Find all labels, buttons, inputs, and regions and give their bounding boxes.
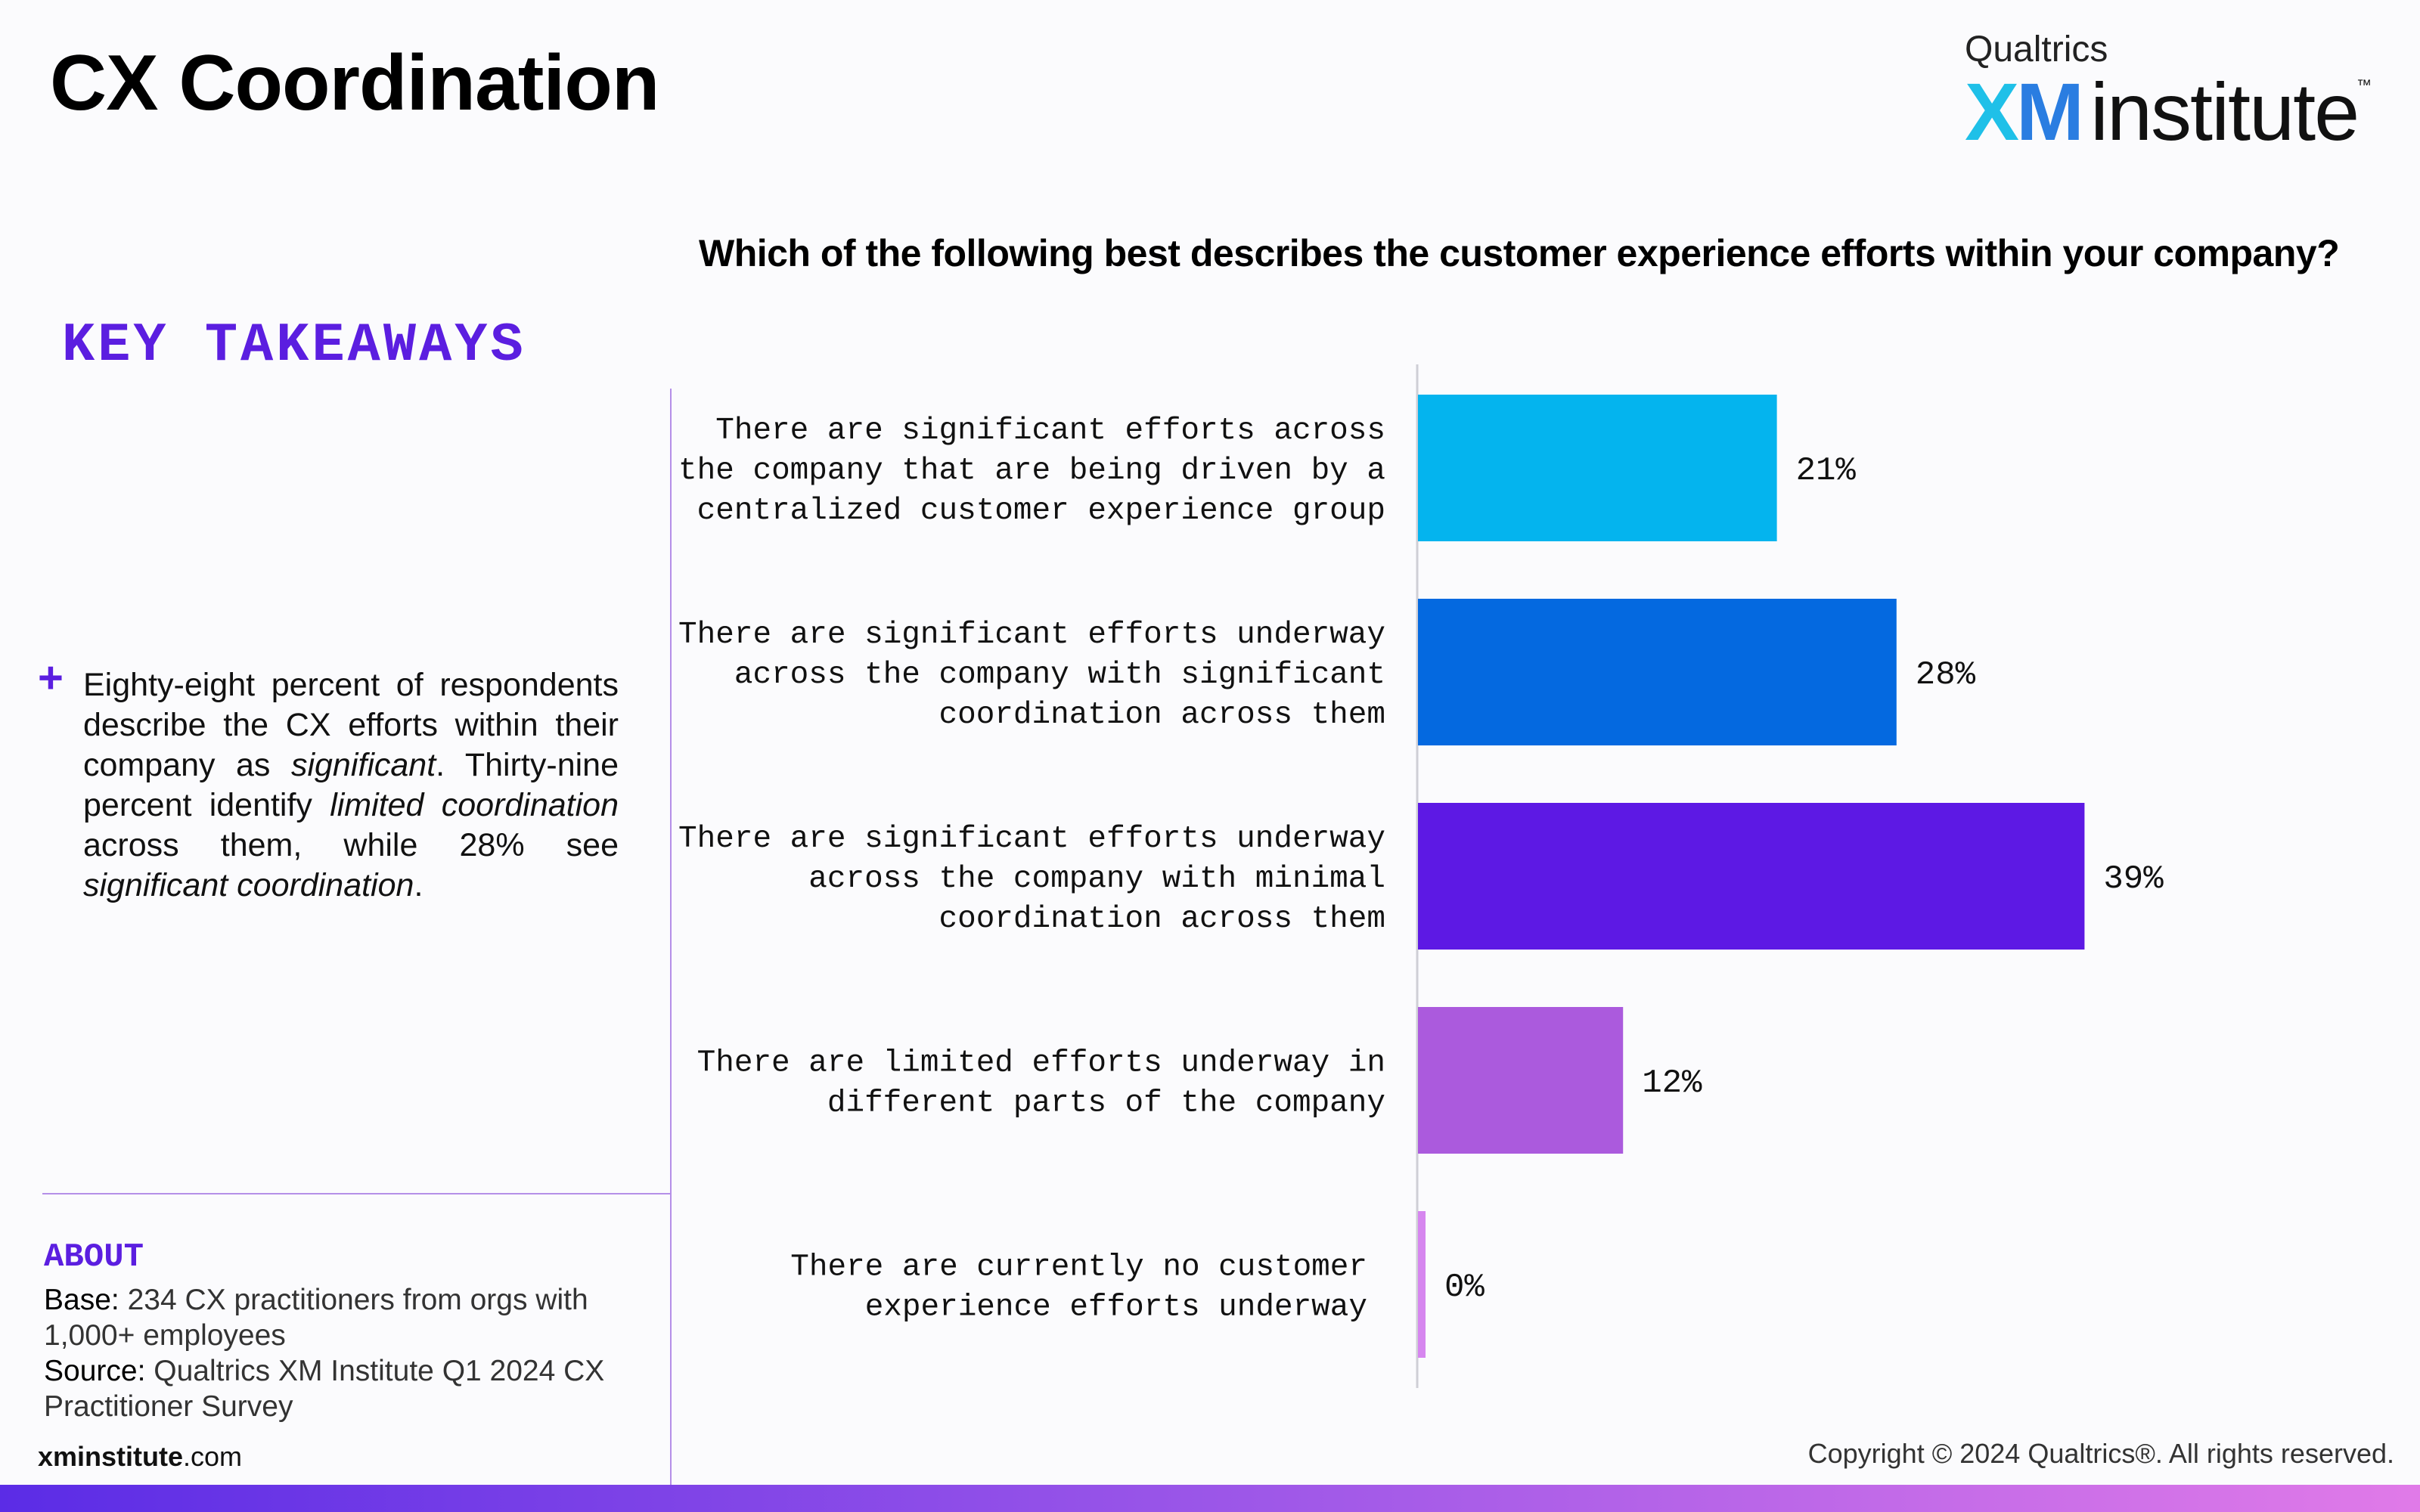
value-label-4: 12% bbox=[1642, 1064, 1702, 1102]
about-base: Base: 234 CX practitioners from orgs wit… bbox=[44, 1284, 588, 1352]
value-label-5: 0% bbox=[1444, 1269, 1485, 1306]
logo-xm-mark: XM bbox=[1965, 66, 2084, 157]
page-title: CX Coordination bbox=[50, 39, 659, 127]
website-link[interactable]: xminstitute.com bbox=[38, 1441, 243, 1472]
copyright-notice: Copyright © 2024 Qualtrics®. All rights … bbox=[1807, 1438, 2394, 1469]
key-takeaways-heading: KEY TAKEAWAYS bbox=[62, 314, 526, 376]
about-details: Base: 234 CX practitioners from orgs wit… bbox=[44, 1282, 619, 1424]
qualtrics-xm-institute-logo: Qualtrics XM institute ™ bbox=[1965, 29, 2373, 153]
plus-bullet-icon: + bbox=[38, 653, 64, 702]
bar-3 bbox=[1418, 803, 2085, 950]
bottom-gradient-bar bbox=[0, 1485, 2420, 1512]
value-label-1: 21% bbox=[1796, 452, 1857, 490]
about-heading: ABOUT bbox=[44, 1238, 144, 1276]
logo-brand-text: Qualtrics bbox=[1965, 29, 2108, 70]
category-label-4: There are limited efforts underway in dif… bbox=[697, 1046, 1385, 1121]
category-label-5: There are currently no customer experienc… bbox=[790, 1250, 1367, 1325]
vertical-divider bbox=[670, 389, 672, 1485]
value-label-3: 39% bbox=[2103, 860, 2164, 898]
bar-4 bbox=[1418, 1007, 1624, 1154]
horizontal-divider bbox=[42, 1193, 672, 1194]
category-label-1: There are significant efforts across the … bbox=[678, 414, 1385, 528]
bar-5 bbox=[1418, 1211, 1426, 1358]
logo-word-text: institute bbox=[2090, 66, 2360, 157]
value-label-2: 28% bbox=[1916, 656, 1976, 694]
category-label-3: There are significant efforts underway ac… bbox=[678, 822, 1385, 937]
key-takeaway-text: Eighty-eight percent of respondents desc… bbox=[83, 667, 619, 903]
bar-1 bbox=[1418, 395, 1777, 541]
chart-title: Which of the following best describes th… bbox=[699, 232, 2340, 274]
bar-2 bbox=[1418, 599, 1897, 745]
logo-trademark: ™ bbox=[2356, 77, 2372, 94]
category-label-2: There are significant efforts underway ac… bbox=[678, 618, 1385, 733]
about-source: Source: Qualtrics XM Institute Q1 2024 C… bbox=[44, 1355, 605, 1423]
